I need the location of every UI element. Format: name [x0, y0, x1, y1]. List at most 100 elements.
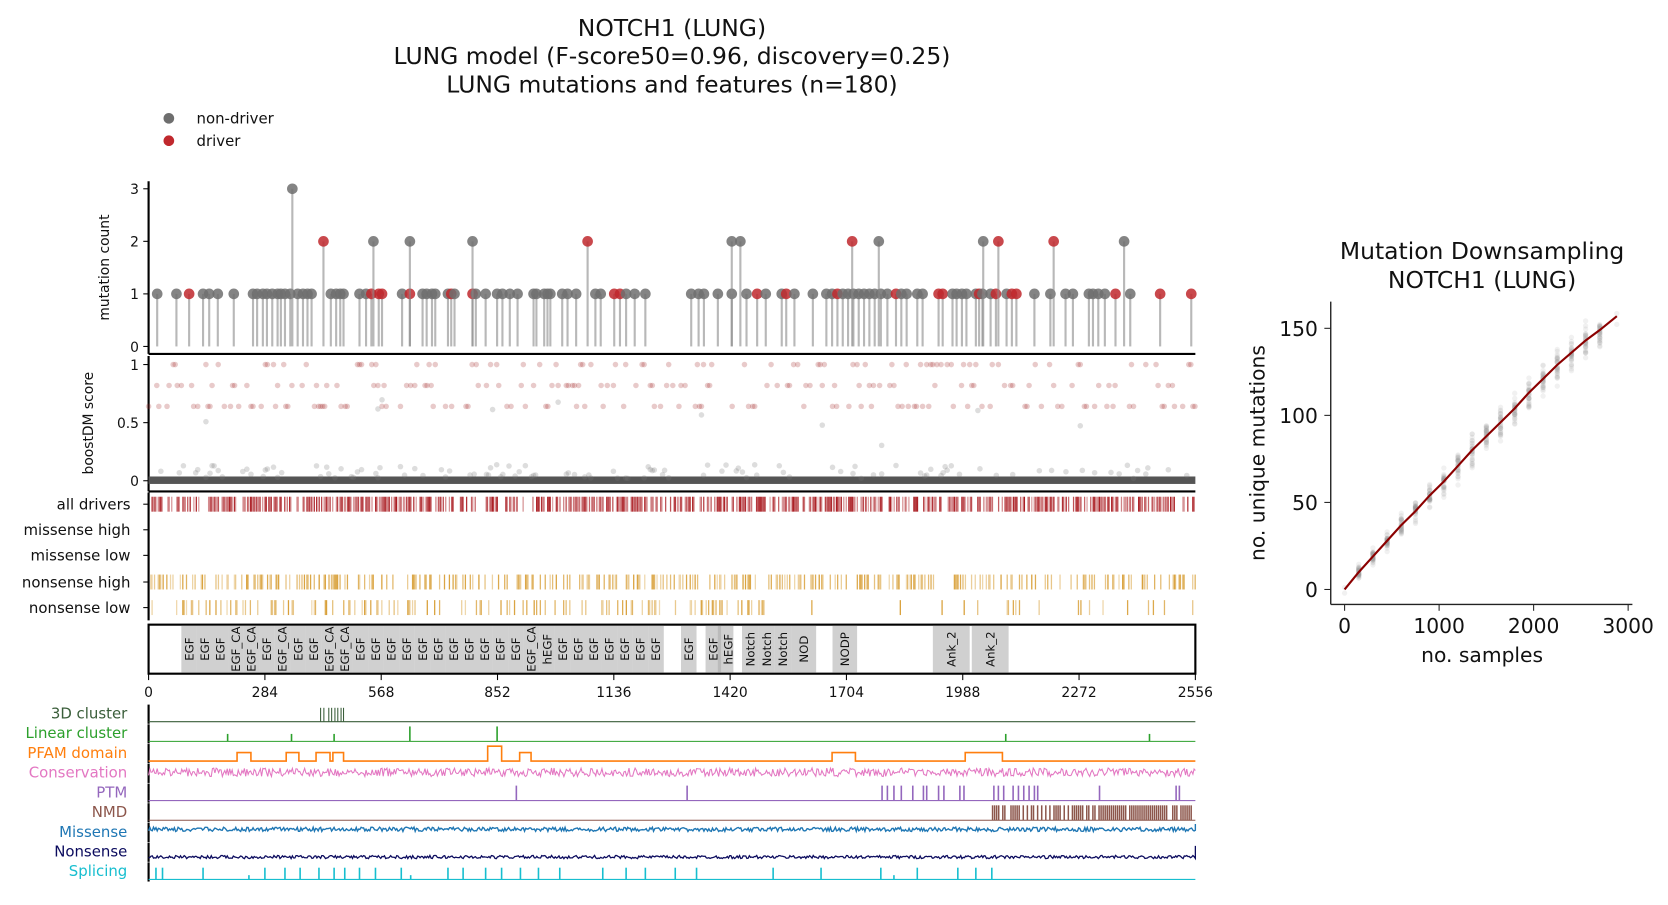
- driver-stripe: [318, 574, 320, 590]
- driver-stripe: [215, 496, 217, 512]
- boostdm-driver-point: [665, 361, 672, 368]
- boostdm-driver-point: [156, 403, 162, 410]
- downsampling-point: [1568, 334, 1575, 341]
- driver-stripe: [1107, 496, 1109, 512]
- driver-stripe: [448, 496, 451, 512]
- downsampling-point: [1398, 516, 1404, 522]
- driver-stripe: [510, 496, 512, 512]
- nmd-bar: [1088, 805, 1090, 821]
- downsampling-point: [1497, 408, 1504, 414]
- driver-stripe: [694, 600, 696, 616]
- boostdm-driver-point: [862, 361, 869, 368]
- domain-box: [274, 625, 291, 673]
- driver-stripe: [827, 496, 829, 512]
- boostdm-driver-point: [311, 403, 318, 410]
- downsampling-point: [1540, 384, 1546, 391]
- driver-stripe: [747, 496, 749, 512]
- driver-stripe: [348, 600, 350, 616]
- boostdm-nondriver-point: [610, 468, 617, 475]
- driver-stripe: [739, 496, 742, 512]
- downsampling-point: [1426, 484, 1433, 490]
- driver-stripe: [651, 600, 653, 616]
- driver-stripe: [407, 574, 409, 590]
- driver-stripe: [549, 496, 551, 512]
- driver-stripe: [776, 574, 779, 590]
- boostdm-nondriver-point: [571, 471, 578, 478]
- driver-stripe: [286, 496, 288, 512]
- driver-stripe: [622, 600, 624, 616]
- driver-stripe: [349, 496, 351, 512]
- driver-stripe: [328, 496, 330, 512]
- driver-stripe: [829, 574, 831, 590]
- driver-stripe: [559, 496, 561, 512]
- driver-stripe: [210, 496, 212, 512]
- downsampling-point: [1441, 465, 1447, 471]
- boostdm-driver-point: [794, 361, 801, 368]
- driver-stripe: [1178, 574, 1180, 590]
- driver-stripe: [361, 600, 363, 616]
- downsampling-point: [1568, 355, 1575, 362]
- driver-stripe: [626, 496, 629, 512]
- downsampling-point: [1526, 404, 1532, 410]
- legend: non-driver driver: [163, 110, 275, 150]
- x-tick-label: 1988: [945, 685, 980, 701]
- boostdm-driver-point: [1024, 403, 1030, 410]
- driver-stripe: [479, 600, 481, 616]
- driver-stripe: [566, 574, 569, 590]
- downsampling-point: [1526, 395, 1532, 402]
- driver-stripe: [276, 574, 279, 590]
- driver-stripe: [1010, 574, 1012, 590]
- driver-stripe: [1031, 496, 1033, 512]
- downsampling-point: [1554, 348, 1560, 355]
- driver-stripe: [313, 600, 315, 616]
- nondriver-mutation-point: [698, 288, 710, 300]
- downsampling-point: [1554, 356, 1560, 362]
- driver-stripe: [207, 496, 210, 512]
- driver-stripe: [371, 496, 373, 512]
- driver-stripe: [1013, 496, 1016, 512]
- driver-stripe: [200, 574, 202, 590]
- driver-stripe: [1031, 574, 1033, 590]
- driver-stripe: [873, 496, 876, 512]
- downsampling-point: [1497, 410, 1504, 417]
- driver-stripe: [198, 600, 200, 616]
- boostdm-driver-point: [930, 361, 936, 368]
- driver-stripe: [891, 496, 893, 512]
- driver-mutation-point: [937, 288, 949, 300]
- nmd-bar: [1155, 805, 1158, 821]
- boostdm-driver-point: [154, 382, 160, 389]
- boostdm-nondriver-point: [870, 472, 877, 478]
- boostdm-nondriver-point: [780, 469, 787, 476]
- downsampling-point: [1455, 452, 1461, 458]
- boostdm-nondriver-point: [248, 471, 254, 478]
- driver-stripe: [278, 574, 280, 590]
- driver-stripe: [409, 496, 411, 512]
- driver-stripe: [276, 496, 279, 512]
- boostdm-nondriver-point: [975, 407, 981, 414]
- driver-stripe: [586, 496, 588, 512]
- downsampling-point: [1554, 353, 1560, 360]
- driver-stripe: [641, 496, 643, 512]
- nmd-bar: [1151, 805, 1154, 821]
- driver-stripe: [191, 574, 194, 590]
- boostdm-driver-point: [1046, 361, 1053, 368]
- driver-stripe: [618, 496, 620, 512]
- boostdm-nondriver-point: [203, 474, 209, 481]
- driver-stripe: [1156, 496, 1158, 512]
- driver-stripe: [782, 496, 785, 512]
- boostdm-nondriver-point: [661, 467, 668, 474]
- driver-stripe: [1020, 496, 1022, 512]
- driver-stripe: [419, 574, 421, 590]
- downsampling-point: [1512, 415, 1518, 422]
- driver-stripe: [690, 600, 693, 616]
- nmd-bar: [1139, 805, 1141, 821]
- nmd-bar: [1174, 805, 1176, 821]
- driver-stripe: [260, 574, 263, 590]
- driver-stripe: [1142, 574, 1145, 590]
- nondriver-mutation-point: [1060, 288, 1071, 300]
- driver-stripe: [257, 600, 259, 616]
- downsampling-point: [1398, 518, 1404, 524]
- driver-stripe: [313, 496, 315, 512]
- driver-stripe: [291, 600, 293, 616]
- boostdm-nondriver-point: [262, 467, 269, 473]
